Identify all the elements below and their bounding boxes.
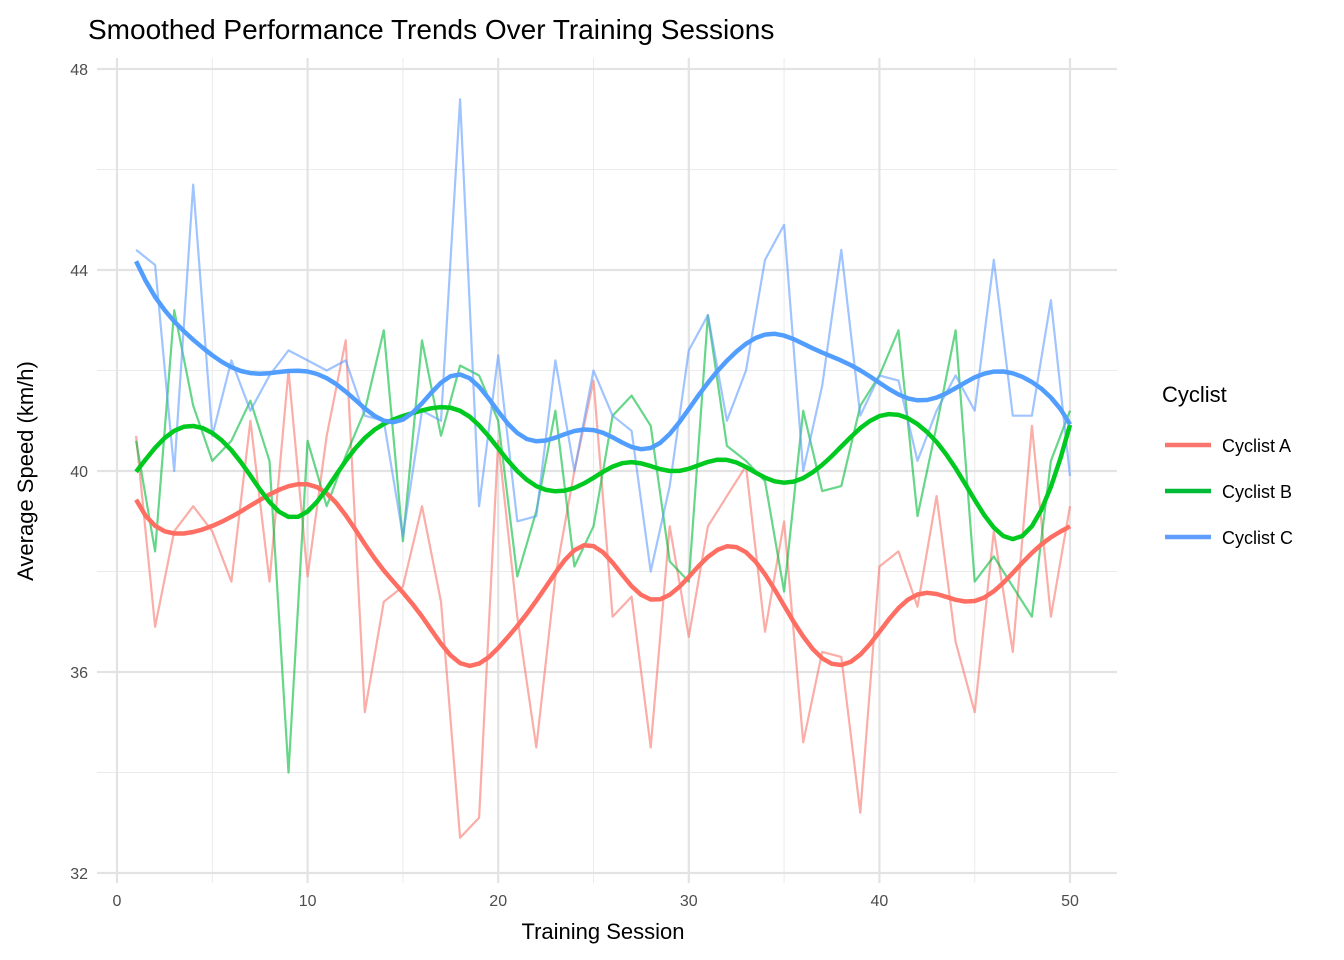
y-tick-label: 48 [70, 62, 88, 79]
legend-title: Cyclist [1162, 382, 1227, 407]
chart-title: Smoothed Performance Trends Over Trainin… [88, 14, 774, 45]
legend-label: Cyclist C [1222, 528, 1293, 548]
smooth-line-cyclist-c [134, 260, 1072, 452]
x-tick-label: 50 [1061, 893, 1079, 910]
x-tick-label: 40 [871, 893, 889, 910]
smoothed-lines [134, 260, 1073, 669]
y-tick-label: 44 [70, 263, 88, 280]
smooth-line-cyclist-b [134, 404, 1073, 542]
x-axis-ticks: 0 10 20 30 40 50 [113, 893, 1079, 910]
legend-label: Cyclist A [1222, 436, 1291, 456]
raw-line-cyclist-c [135, 98, 1072, 573]
y-axis-title: Average Speed (km/h) [13, 361, 38, 581]
y-tick-label: 40 [70, 464, 88, 481]
x-tick-label: 0 [113, 893, 122, 910]
x-tick-label: 20 [489, 893, 507, 910]
legend-label: Cyclist B [1222, 482, 1292, 502]
x-tick-label: 30 [680, 893, 698, 910]
legend: Cyclist Cyclist A Cyclist B Cyclist C [1162, 382, 1293, 548]
x-axis-title: Training Session [521, 919, 684, 944]
raw-line-cyclist-b [135, 309, 1072, 774]
smooth-line-cyclist-a [134, 481, 1072, 669]
x-tick-label: 10 [299, 893, 317, 910]
y-axis-ticks: 32 36 40 44 48 [70, 62, 88, 883]
y-tick-label: 32 [70, 866, 88, 883]
raw-line-cyclist-a [135, 339, 1072, 839]
y-tick-label: 36 [70, 665, 88, 682]
raw-lines [135, 98, 1072, 839]
